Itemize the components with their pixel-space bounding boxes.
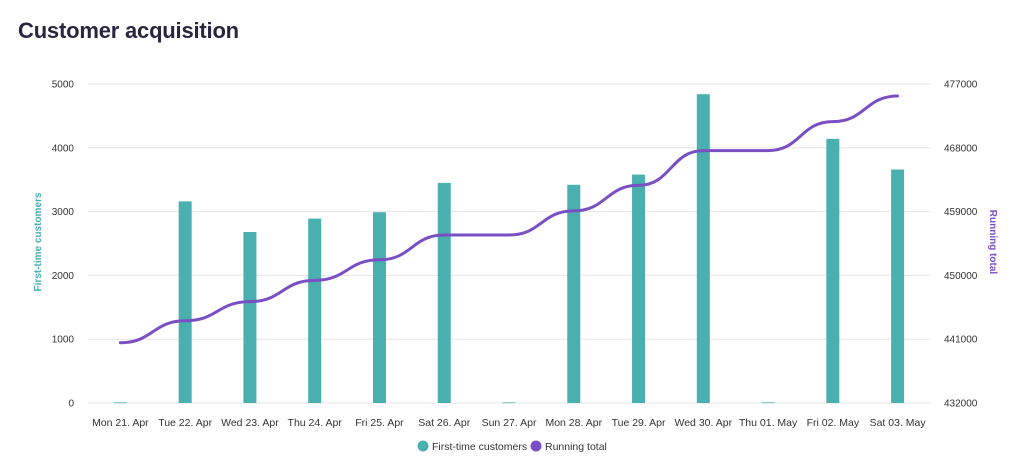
gridlines [88,83,930,404]
legend-label: Running total [545,441,607,453]
bar[interactable] [632,174,646,403]
x-tick-label: Fri 25. Apr [355,417,404,429]
x-tick-label: Thu 24. Apr [288,417,343,429]
left-tick-label: 0 [68,399,74,410]
legend-marker [530,440,542,452]
bar[interactable] [308,218,322,403]
left-tick-label: 5000 [52,80,75,91]
x-tick-label: Sun 27. Apr [482,417,537,429]
bar[interactable] [696,94,710,403]
line-series [118,94,900,345]
x-tick-label: Thu 01. May [739,417,798,429]
x-tick-label: Mon 21. Apr [92,417,149,429]
x-tick-label: Tue 29. Apr [612,417,666,429]
left-axis-ticks: 0 1000 2000 3000 4000 5000 [52,80,75,410]
legend-item-running-total[interactable]: Running total [530,440,607,454]
right-axis-ticks: 432000 441000 450000 459000 468000 477000 [944,80,978,410]
right-axis-label: Running total [987,210,998,275]
bar[interactable] [502,402,516,404]
bar[interactable] [178,201,192,403]
bar[interactable] [826,138,840,404]
x-tick-label: Tue 22. Apr [158,417,212,429]
chart-title: Customer acquisition [18,18,239,43]
bar[interactable] [567,184,581,403]
bar[interactable] [437,182,451,403]
bar[interactable] [761,402,775,404]
bar[interactable] [243,232,257,403]
x-tick-label: Wed 30. Apr [675,417,733,429]
x-axis-ticks: Mon 21. Apr Tue 22. Apr Wed 23. Apr Thu 24.… [92,417,926,429]
bar[interactable] [372,212,386,403]
left-tick-label: 3000 [52,207,75,218]
right-tick-label: 450000 [944,271,978,282]
right-tick-label: 459000 [944,207,978,218]
right-tick-label: 432000 [944,399,978,410]
right-tick-label: 468000 [944,143,978,154]
bar[interactable] [891,169,905,403]
legend: First-time customers Running total [417,440,607,454]
legend-item-first-time-customers[interactable]: First-time customers [417,440,528,454]
right-tick-label: 441000 [944,335,978,346]
x-tick-label: Fri 02. May [807,417,860,429]
running-total-line[interactable] [118,94,900,345]
x-tick-label: Wed 23. Apr [221,417,279,429]
bar-series [113,94,905,404]
x-tick-label: Sat 03. May [870,417,927,429]
x-tick-label: Sat 26. Apr [418,417,470,429]
left-tick-label: 4000 [52,143,75,154]
bar[interactable] [113,402,127,404]
right-tick-label: 477000 [944,80,978,91]
left-tick-label: 1000 [52,335,75,346]
legend-label: First-time customers [432,441,527,453]
left-axis-label: First-time customers [33,192,44,291]
left-tick-label: 2000 [52,271,75,282]
legend-marker [417,440,429,452]
x-tick-label: Mon 28. Apr [545,417,602,429]
